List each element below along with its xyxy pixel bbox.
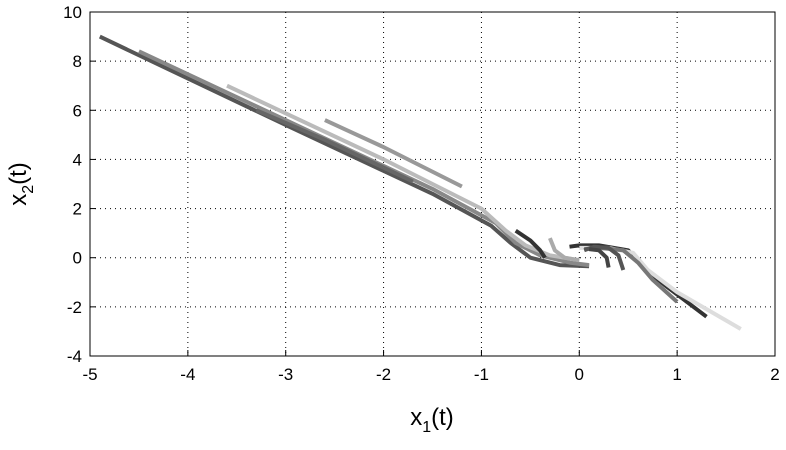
x-label-base: x [410, 404, 422, 431]
x-tick-label: -3 [278, 365, 293, 384]
x-tick-label: 2 [770, 365, 779, 384]
y-tick-label: 4 [73, 150, 82, 169]
x-label-sub: 1 [422, 419, 431, 436]
y-tick-label: 2 [73, 200, 82, 219]
y-tick-label: 10 [63, 3, 82, 22]
y-axis-label: x2(t) [5, 162, 37, 206]
x-tick-label: -1 [474, 365, 489, 384]
y-tick-label: 6 [73, 101, 82, 120]
trajectory [514, 229, 547, 259]
x-tick-label: 1 [672, 365, 681, 384]
x-tick-label: -4 [180, 365, 195, 384]
y-tick-label: -2 [67, 298, 82, 317]
trajectory [548, 237, 580, 263]
x-axis-label: x1(t) [410, 404, 454, 436]
y-tick-label: 8 [73, 52, 82, 71]
trajectory [324, 118, 463, 189]
y-label-base: x [5, 194, 32, 206]
y-tick-label: -4 [67, 347, 82, 366]
x-tick-label: -2 [376, 365, 391, 384]
trajectory [588, 247, 611, 268]
x-label-rest: (t) [431, 404, 454, 431]
y-label-sub: 2 [20, 185, 37, 194]
plot-frame [89, 11, 776, 357]
trajectory [255, 108, 414, 184]
x-tick-label: -5 [82, 365, 97, 384]
y-label-rest: (t) [5, 162, 32, 185]
trajectory [226, 83, 580, 263]
x-tick-label: 0 [575, 365, 584, 384]
y-tick-label: 0 [73, 249, 82, 268]
trajectory [98, 34, 590, 269]
